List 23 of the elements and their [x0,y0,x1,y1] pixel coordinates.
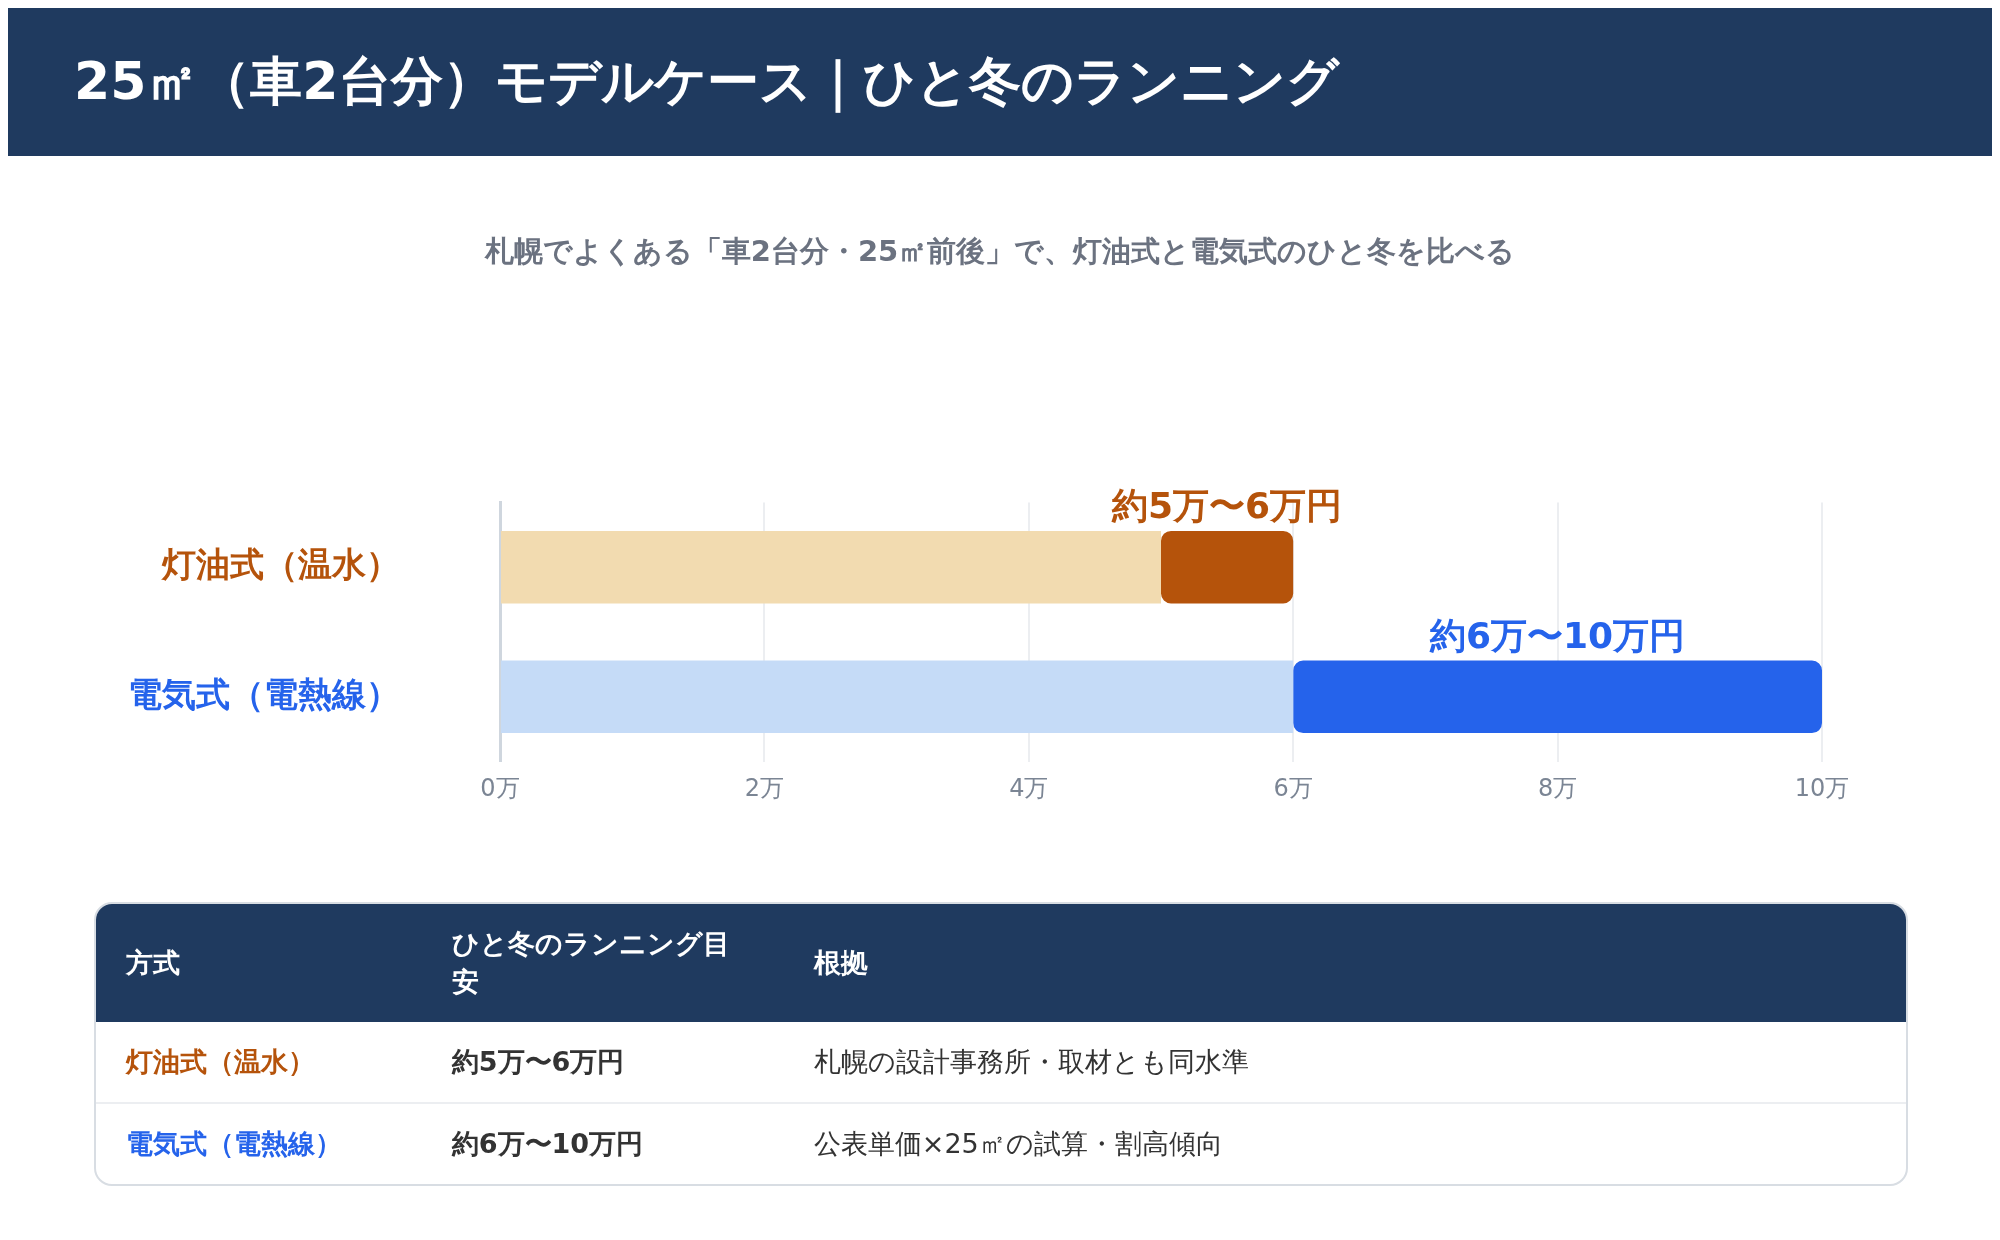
x-tick-label: 8万 [1537,774,1578,803]
x-tick-label: 2万 [744,774,785,803]
text: ひと冬のランニング目安 [450,927,731,999]
data-label: 約6万〜10万円 [1429,614,1686,656]
x-tick-label: 4万 [1009,774,1049,803]
x-tick-label: 6万 [1273,774,1313,803]
data-label: 約5万〜6万円 [1111,485,1343,527]
text: 方式 [125,946,181,981]
text: 約5万〜6万円 [450,1045,626,1079]
x-tick-label: 0万 [480,774,520,803]
text: 公表単価×25㎡の試算・割高傾向 [812,1127,1224,1161]
text: 灯油式（温水） [124,1045,316,1079]
text: 札幌の設計事務所・取材とも同水準 [812,1045,1250,1079]
bar [1293,660,1822,734]
bar [501,530,1161,604]
bar [1161,530,1294,604]
bar [501,660,1294,734]
text: 約6万〜10万円 [450,1127,645,1161]
x-tick-label: 10万 [1794,774,1850,803]
chart-title: 25㎡（車2台分）モデルケース｜ひと冬のランニング [74,50,1339,115]
chart-subtitle: 札幌でよくある「車2台分・25㎡前後」で、灯油式と電気式のひと冬を比べる [483,233,1517,270]
text: 電気式（電熱線） [125,1127,343,1161]
text: 根拠 [812,946,869,981]
